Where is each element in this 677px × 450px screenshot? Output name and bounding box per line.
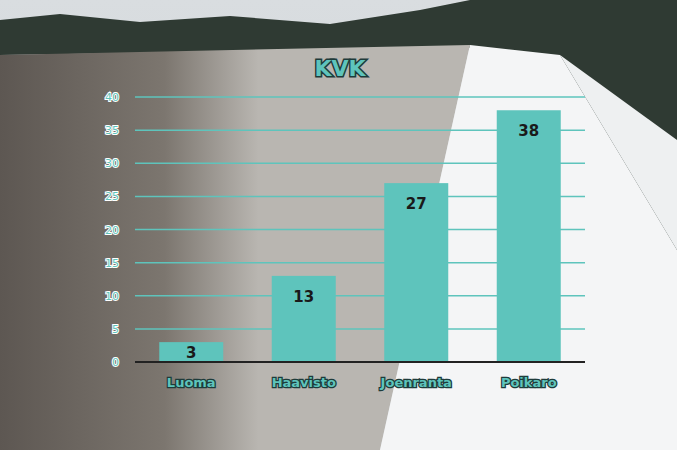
y-tick-label: 40 [105, 91, 119, 104]
y-tick-label: 35 [105, 124, 119, 137]
y-tick-label: 20 [105, 224, 119, 237]
x-axis [135, 361, 585, 363]
labels: 3 13 27 38 [186, 122, 539, 362]
data-label: 3 [186, 344, 196, 362]
x-tick-label: Luoma [167, 375, 216, 390]
y-tick-label: 25 [105, 190, 119, 203]
grid-line [135, 96, 585, 98]
bar [159, 342, 223, 362]
chart: 0 5 10 15 20 25 30 35 40 3 13 27 38 Luoma Haavisto Joen… [0, 0, 677, 450]
data-label: 38 [518, 122, 539, 140]
title: KVK [314, 56, 366, 81]
data-label: 27 [406, 195, 427, 213]
bar [272, 276, 336, 362]
data-label: 13 [293, 288, 314, 306]
y-tick-label: 5 [112, 323, 119, 336]
bar [497, 110, 561, 362]
x-tick-label: Haavisto [272, 375, 336, 390]
bar [384, 183, 448, 362]
y-tick-label: 15 [105, 257, 119, 270]
x-tick-label: Joenranta [380, 375, 452, 390]
bars [159, 110, 561, 362]
y-tick-label: 30 [105, 157, 119, 170]
x-tick-label: Poikaro [501, 375, 557, 390]
y-tick-label: 10 [105, 290, 119, 303]
y-tick-label: 0 [112, 356, 119, 369]
